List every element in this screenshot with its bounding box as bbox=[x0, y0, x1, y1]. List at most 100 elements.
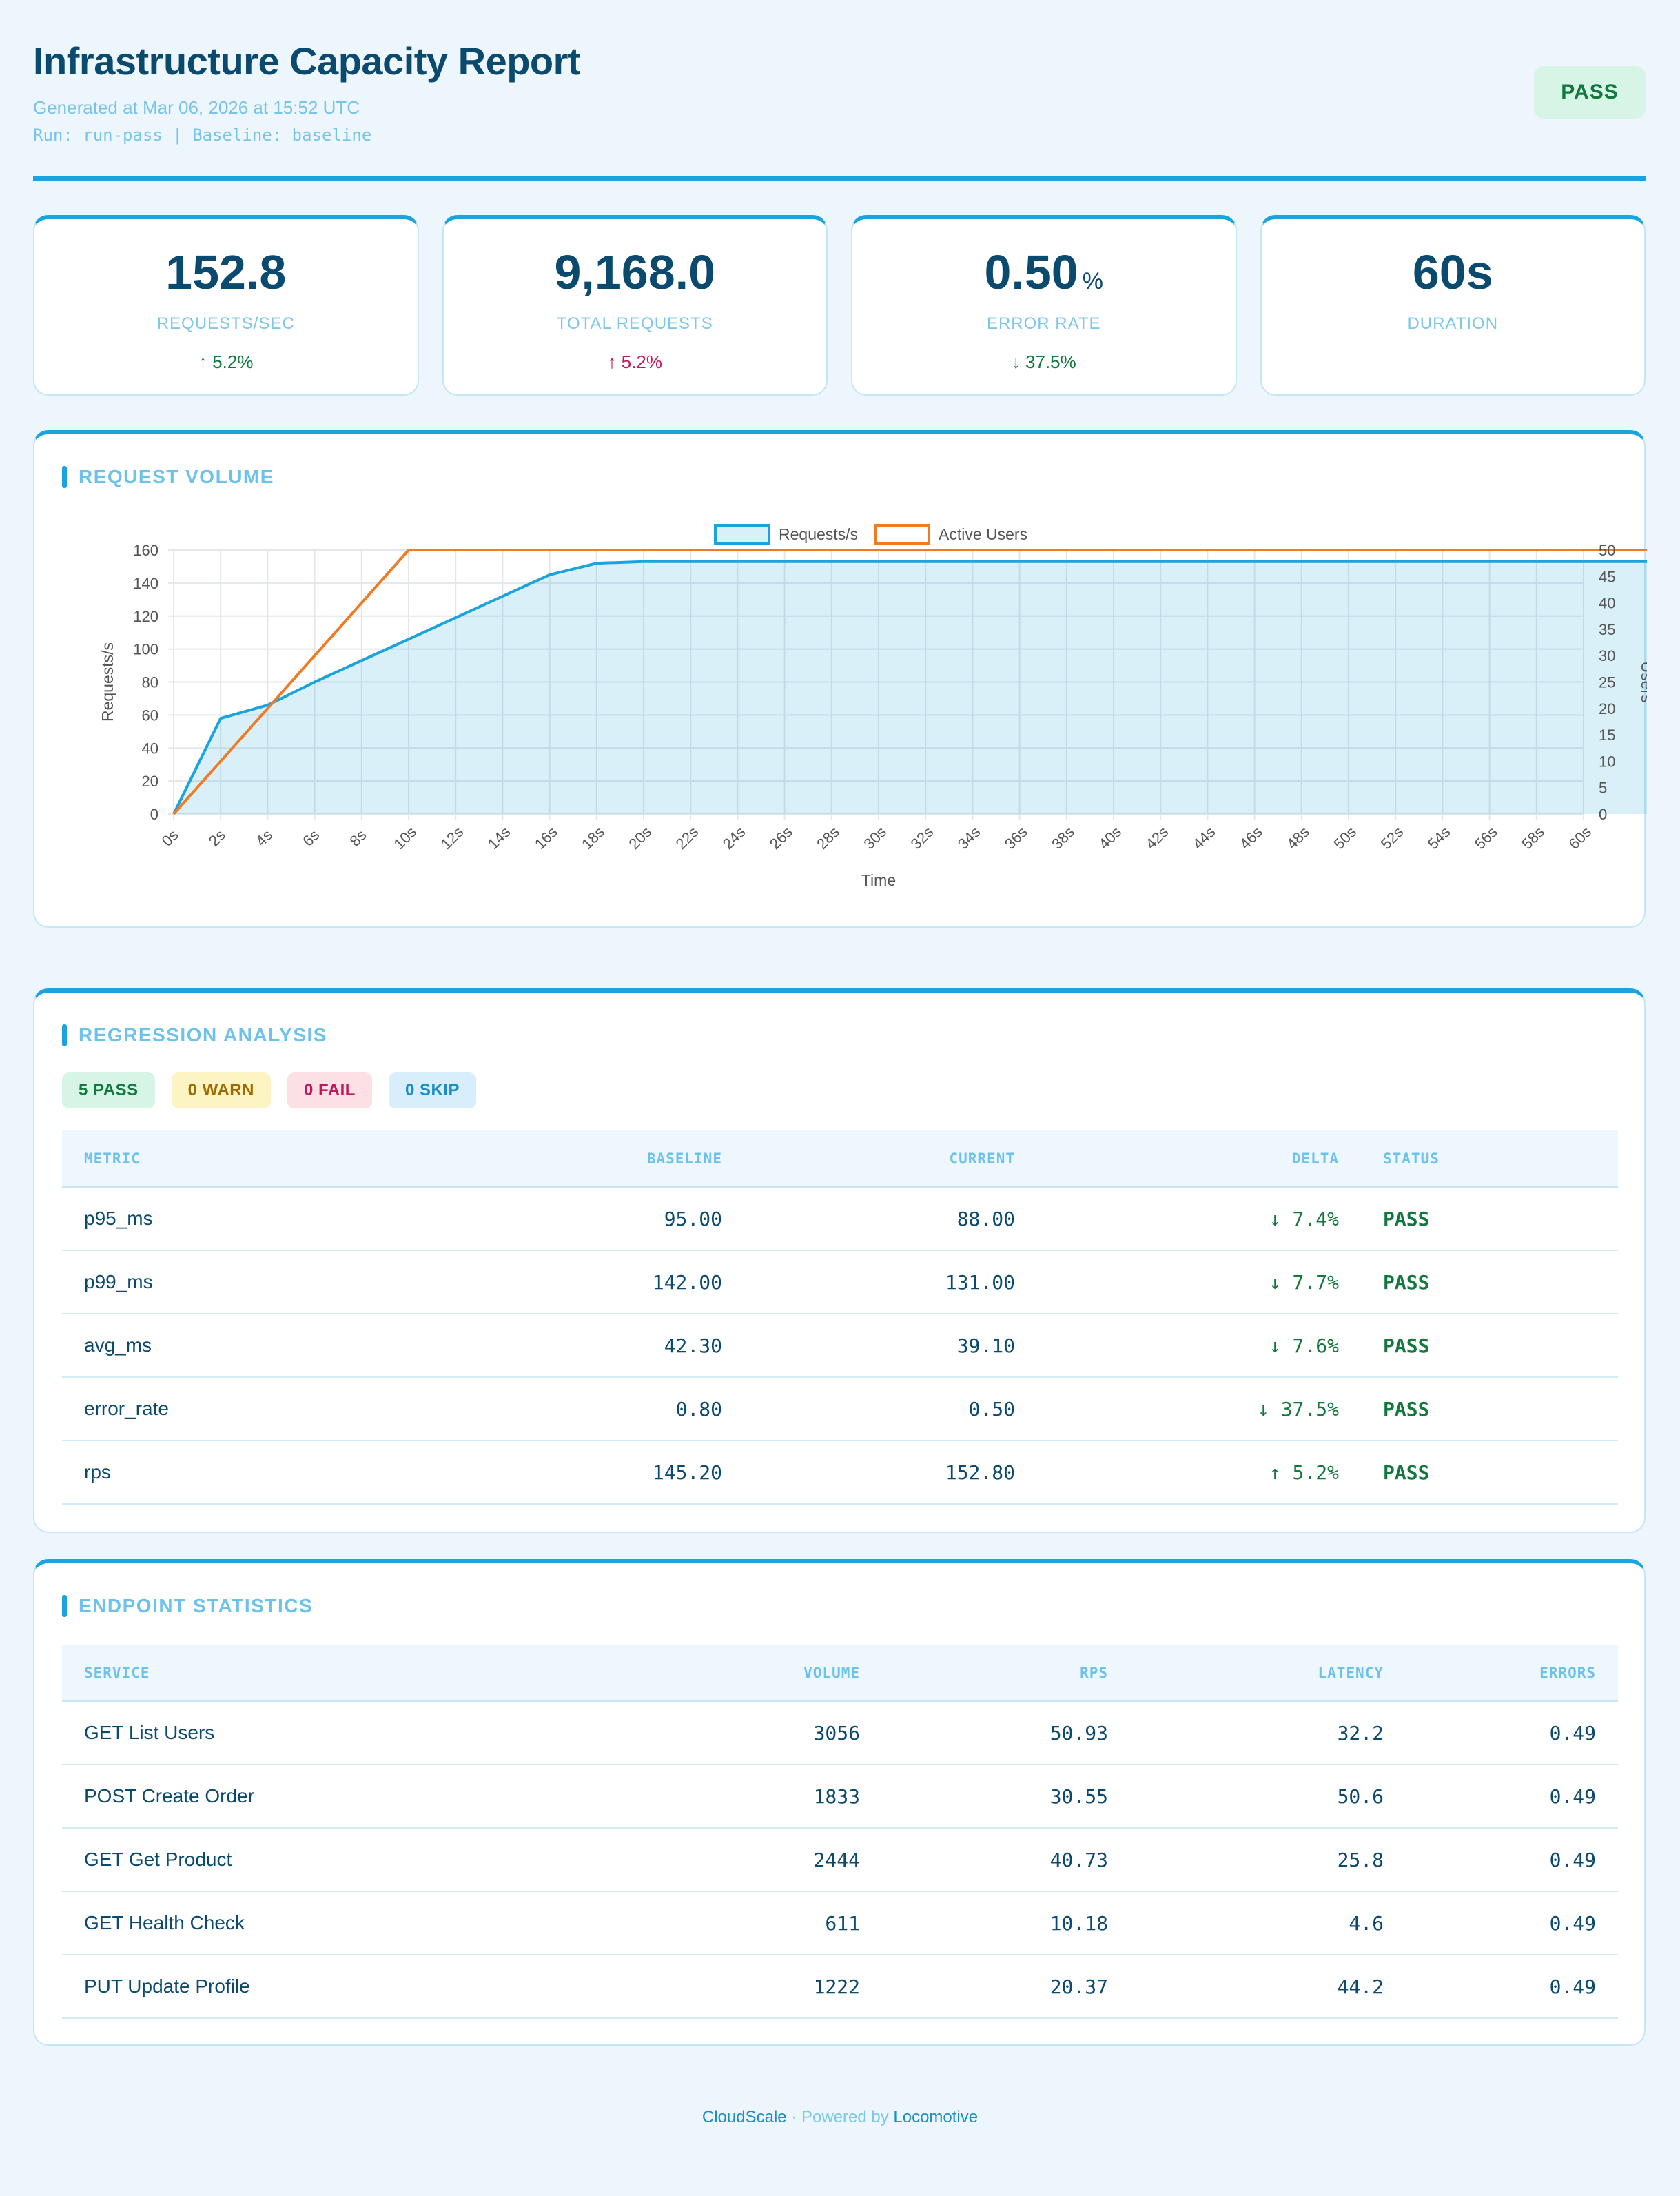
baseline-cell: 142.00 bbox=[420, 1250, 744, 1314]
column-header[interactable]: ERRORS bbox=[1406, 1645, 1618, 1702]
status-cell: PASS bbox=[1361, 1377, 1618, 1441]
column-header[interactable]: BASELINE bbox=[420, 1130, 744, 1188]
y2-tick-label: 45 bbox=[1599, 568, 1615, 585]
kpi-label: REQUESTS/SEC bbox=[156, 314, 295, 333]
current-cell: 152.80 bbox=[744, 1441, 1037, 1505]
latency-cell: 32.2 bbox=[1130, 1701, 1406, 1765]
y2-tick-label: 5 bbox=[1599, 780, 1607, 797]
x-tick-label: 24s bbox=[719, 823, 749, 853]
column-header[interactable]: STATUS bbox=[1361, 1130, 1618, 1188]
y-tick-label: 20 bbox=[142, 773, 158, 790]
table-row: p99_ms 142.00 131.00 ↓ 7.7% PASS bbox=[62, 1250, 1618, 1314]
latency-cell: 44.2 bbox=[1130, 1955, 1406, 2019]
request-volume-chart: 0 20 40 60 80 100 120 140 160 0 5 10 15 20 25 30 35 40 45 5… bbox=[99, 524, 1647, 889]
x-tick-label: 44s bbox=[1189, 823, 1219, 853]
column-header[interactable]: RPS bbox=[882, 1645, 1130, 1702]
errors-cell: 0.49 bbox=[1406, 1828, 1618, 1892]
volume-cell: 1833 bbox=[475, 1765, 882, 1829]
column-header[interactable]: LATENCY bbox=[1130, 1645, 1406, 1702]
baseline-cell: 95.00 bbox=[420, 1187, 744, 1251]
skip-count-chip[interactable]: 0 SKIP bbox=[388, 1072, 476, 1108]
latency-cell: 25.8 bbox=[1130, 1828, 1406, 1892]
kpi-label: TOTAL REQUESTS bbox=[556, 314, 713, 333]
endpoint-statistics-panel: ENDPOINT STATISTICS SERVICE VOLUME RPS L… bbox=[33, 1559, 1646, 2046]
y-tick-label: 60 bbox=[142, 706, 158, 724]
overall-status-badge: PASS bbox=[1534, 66, 1646, 119]
kpi-card-requests-sec: 152.8 REQUESTS/SEC ↑ 5.2% bbox=[33, 215, 419, 396]
locomotive-link[interactable]: Locomotive bbox=[893, 2108, 979, 2126]
x-tick-label: 46s bbox=[1236, 823, 1266, 853]
baseline-cell: 42.30 bbox=[420, 1314, 744, 1378]
service-cell: GET Get Product bbox=[62, 1828, 475, 1892]
column-header[interactable]: SERVICE bbox=[62, 1645, 475, 1702]
rps-cell: 10.18 bbox=[882, 1891, 1130, 1955]
footer-separator: · Powered by bbox=[786, 2108, 894, 2126]
requests-area bbox=[174, 561, 1647, 814]
x-tick-label: 2s bbox=[205, 826, 229, 850]
kpi-label: ERROR RATE bbox=[986, 314, 1101, 333]
column-header[interactable]: METRIC bbox=[62, 1130, 420, 1188]
y2-tick-label: 0 bbox=[1599, 806, 1607, 823]
x-tick-label: 34s bbox=[954, 823, 984, 853]
table-row: p95_ms 95.00 88.00 ↓ 7.4% PASS bbox=[62, 1187, 1618, 1251]
legend-swatch-requests bbox=[714, 524, 770, 545]
y-tick-label: 120 bbox=[133, 608, 158, 625]
x-tick-label: 48s bbox=[1283, 823, 1313, 853]
x-tick-label: 28s bbox=[813, 823, 843, 853]
errors-cell: 0.49 bbox=[1406, 1955, 1618, 2019]
legend-swatch-active-users bbox=[874, 524, 930, 545]
latency-cell: 50.6 bbox=[1130, 1765, 1406, 1829]
x-tick-label: 10s bbox=[390, 823, 420, 853]
x-tick-label: 22s bbox=[673, 823, 702, 853]
requests-line bbox=[172, 560, 1647, 815]
x-tick-label: 26s bbox=[766, 823, 796, 853]
regression-table: METRIC BASELINE CURRENT DELTA STATUS p95… bbox=[62, 1130, 1618, 1505]
table-row: rps 145.20 152.80 ↑ 5.2% PASS bbox=[62, 1441, 1618, 1505]
x-tick-label: 36s bbox=[1001, 823, 1031, 853]
y-tick-label: 80 bbox=[142, 674, 158, 691]
delta-cell: ↑ 5.2% bbox=[1037, 1441, 1361, 1505]
errors-cell: 0.49 bbox=[1406, 1891, 1618, 1955]
kpi-card-duration: 60s DURATION bbox=[1260, 215, 1646, 396]
service-cell: GET Health Check bbox=[62, 1891, 475, 1955]
kpi-number: 0.50 bbox=[984, 245, 1078, 299]
pass-count-chip[interactable]: 5 PASS bbox=[62, 1072, 155, 1108]
kpi-unit: % bbox=[1082, 268, 1103, 294]
x-tick-label: 56s bbox=[1471, 823, 1501, 853]
generated-timestamp: Generated at Mar 06, 2026 at 15:52 UTC bbox=[33, 97, 360, 118]
y2-tick-label: 30 bbox=[1599, 647, 1615, 664]
x-tick-label: 32s bbox=[908, 823, 937, 853]
x-tick-label: 18s bbox=[578, 823, 608, 853]
metric-cell: p99_ms bbox=[62, 1250, 420, 1314]
x-tick-label: 0s bbox=[158, 826, 182, 850]
kpi-card-total-requests: 9,168.0 TOTAL REQUESTS ↑ 5.2% bbox=[442, 215, 828, 396]
kpi-number: 9,168.0 bbox=[554, 245, 716, 299]
kpi-card-error-rate: 0.50% ERROR RATE ↓ 37.5% bbox=[851, 215, 1237, 396]
table-header-row: SERVICE VOLUME RPS LATENCY ERRORS bbox=[62, 1645, 1618, 1702]
legend-label-active-users: Active Users bbox=[939, 525, 1027, 543]
column-header[interactable]: VOLUME bbox=[475, 1645, 882, 1702]
delta-cell: ↓ 7.7% bbox=[1037, 1250, 1361, 1314]
x-tick-label: 16s bbox=[531, 823, 561, 853]
column-header[interactable]: DELTA bbox=[1037, 1130, 1361, 1188]
section-title: REQUEST VOLUME bbox=[62, 466, 274, 488]
delta-cell: ↓ 37.5% bbox=[1037, 1377, 1361, 1441]
table-row: error_rate 0.80 0.50 ↓ 37.5% PASS bbox=[62, 1377, 1618, 1441]
x-tick-label: 42s bbox=[1143, 823, 1172, 853]
status-cell: PASS bbox=[1361, 1441, 1618, 1505]
column-header[interactable]: CURRENT bbox=[744, 1130, 1037, 1188]
brand-link[interactable]: CloudScale bbox=[701, 2108, 787, 2126]
table-row: GET List Users 3056 50.93 32.2 0.49 bbox=[62, 1701, 1618, 1765]
errors-cell: 0.49 bbox=[1406, 1765, 1618, 1829]
metric-cell: error_rate bbox=[62, 1377, 420, 1441]
run-info: Run: run-pass | Baseline: baseline bbox=[33, 125, 372, 145]
current-cell: 131.00 bbox=[744, 1250, 1037, 1314]
kpi-number: 60s bbox=[1412, 245, 1493, 299]
fail-count-chip[interactable]: 0 FAIL bbox=[287, 1072, 372, 1108]
y2-axis-title: Users bbox=[1638, 661, 1647, 702]
y-tick-label: 100 bbox=[133, 641, 158, 658]
warn-count-chip[interactable]: 0 WARN bbox=[171, 1072, 271, 1108]
rps-cell: 50.93 bbox=[882, 1701, 1130, 1765]
y2-tick-label: 10 bbox=[1599, 753, 1615, 770]
x-tick-label: 14s bbox=[484, 823, 514, 853]
